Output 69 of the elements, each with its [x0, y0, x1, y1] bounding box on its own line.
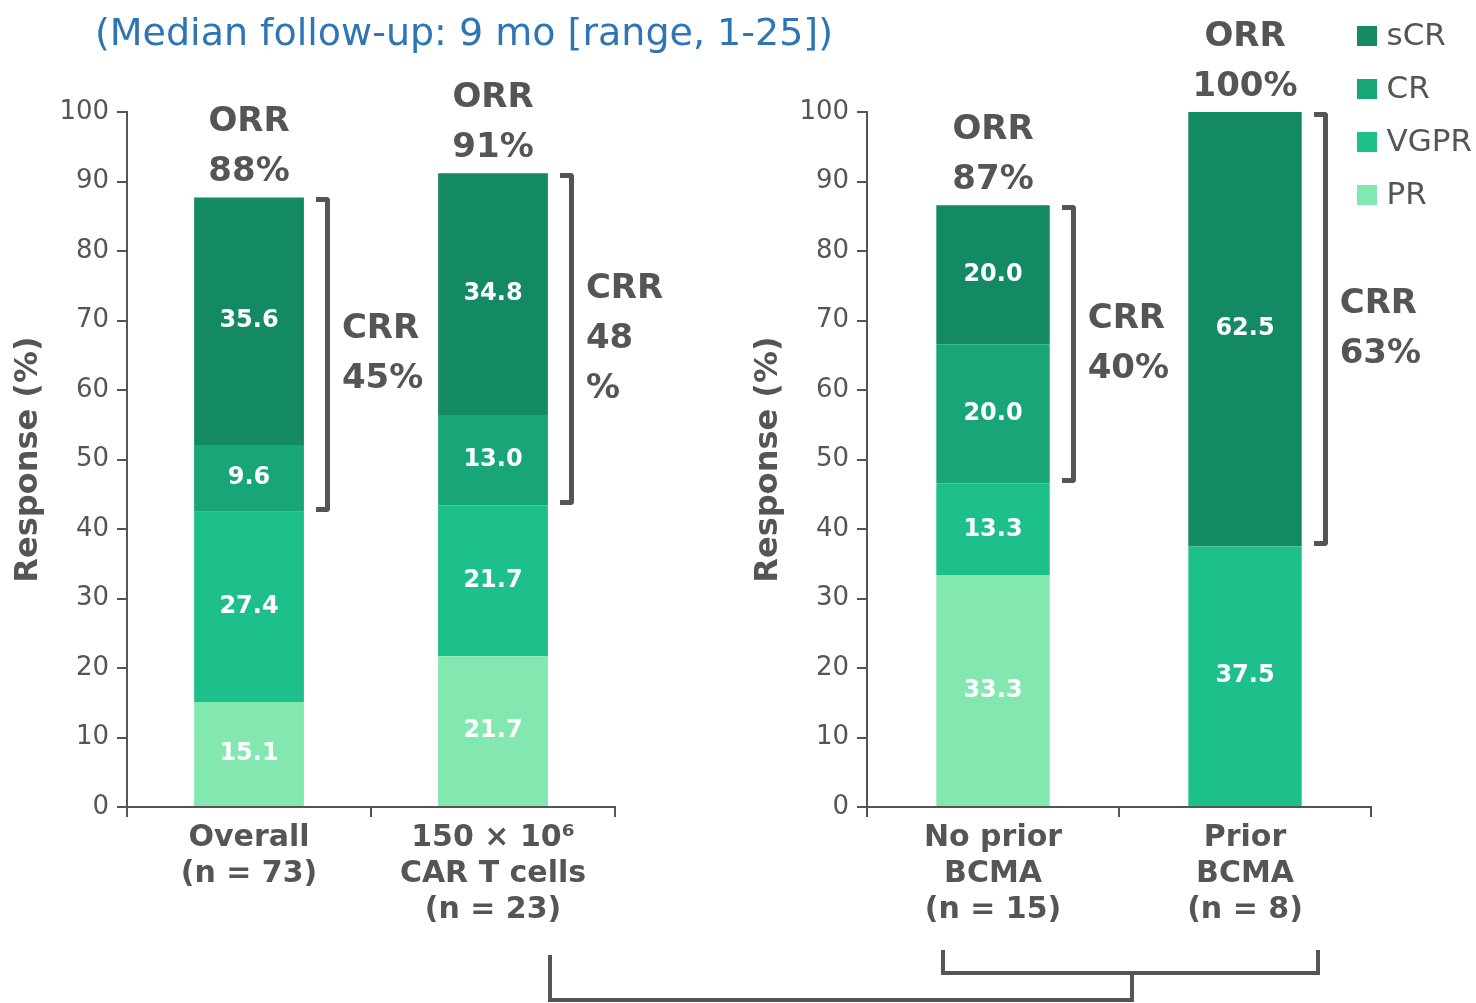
bar	[438, 173, 548, 416]
y-tick-label: 80	[75, 233, 110, 264]
legend-label: VGPR	[1386, 122, 1472, 158]
data-label: 20.0	[963, 258, 1023, 287]
data-label: 21.7	[463, 565, 523, 594]
y-tick-label: 100	[799, 94, 850, 125]
bar	[1188, 112, 1302, 547]
bar	[438, 656, 548, 806]
data-label: 34.8	[463, 278, 523, 307]
x-tick-label: 150 × 10⁶ CAR T cells (n = 23)	[399, 817, 587, 925]
y-tick-label: 100	[59, 94, 110, 125]
x-tick-label: Prior BCMA (n = 8)	[1187, 817, 1303, 925]
data-label: 33.3	[963, 675, 1023, 704]
data-label: 27.4	[219, 591, 279, 620]
data-label: 21.7	[463, 715, 523, 744]
bar	[194, 197, 304, 445]
x-tick-label: Overall (n = 73)	[180, 817, 318, 889]
data-label: 62.5	[1215, 313, 1275, 342]
x-tick-label: No prior BCMA (n = 15)	[923, 817, 1063, 925]
y-tick-label: 90	[75, 164, 110, 195]
y-tick-label: 30	[815, 581, 850, 612]
y-tick-label: 60	[75, 372, 110, 403]
text: ORR 100%	[1192, 13, 1298, 104]
legend-label: CR	[1386, 69, 1430, 105]
y-axis-title: Response (%)	[6, 336, 45, 583]
data-label: 35.6	[219, 305, 279, 334]
bar	[194, 702, 304, 806]
y-tick-label: 20	[75, 650, 110, 681]
y-tick-label: 20	[815, 650, 850, 681]
bar	[194, 511, 304, 703]
y-tick-label: 90	[815, 164, 850, 195]
annotation: CRR 45%	[341, 306, 424, 397]
annotation: CRR 48 %	[585, 266, 664, 407]
data-label: 13.3	[963, 513, 1023, 542]
bar	[936, 575, 1050, 806]
bar	[936, 205, 1050, 345]
bar	[936, 344, 1050, 484]
legend-label: PR	[1386, 175, 1427, 211]
y-tick-label: 0	[832, 789, 850, 820]
y-tick-label: 40	[75, 511, 110, 542]
bar	[936, 483, 1050, 576]
bar	[194, 444, 304, 512]
y-tick-label: 70	[815, 303, 850, 334]
bar	[438, 505, 548, 657]
data-label: 37.5	[1215, 660, 1275, 689]
y-tick-label: 50	[75, 442, 110, 473]
y-tick-label: 50	[815, 442, 850, 473]
data-label: 20.0	[963, 397, 1023, 426]
legend-label: sCR	[1386, 16, 1446, 52]
bar	[1188, 546, 1302, 806]
y-axis-title: Response (%)	[746, 336, 785, 583]
y-tick-label: 80	[815, 233, 850, 264]
y-tick-label: 70	[75, 303, 110, 334]
data-label: 15.1	[219, 738, 279, 767]
annotation: ORR 88%	[208, 99, 290, 190]
y-tick-label: 10	[75, 720, 110, 751]
y-tick-label: 60	[815, 372, 850, 403]
chart-title: (Median follow-up: 9 mo [range, 1-25])	[95, 10, 833, 54]
y-tick-label: 40	[815, 511, 850, 542]
annotation: ORR 91%	[452, 74, 534, 165]
y-tick-label: 10	[815, 720, 850, 751]
y-tick-label: 30	[75, 581, 110, 612]
data-label: 9.6	[227, 462, 271, 491]
annotation: ORR 87%	[952, 106, 1034, 197]
y-tick-label: 0	[92, 789, 110, 820]
annotation: CRR 40%	[1087, 295, 1170, 386]
data-label: 13.0	[463, 444, 523, 473]
annotation: CRR 63%	[1339, 281, 1422, 372]
bar	[438, 415, 548, 506]
